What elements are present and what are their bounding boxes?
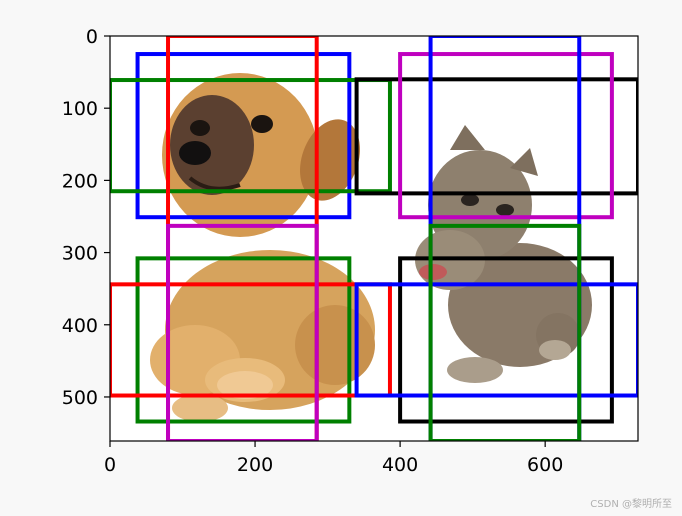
y-tick-label-1: 100 — [62, 98, 98, 120]
y-axis: 0 100 200 300 400 500 — [62, 26, 110, 409]
bounding-box-5 — [398, 52, 614, 220]
bounding-box-4 — [354, 77, 638, 196]
x-tick-label-0: 0 — [104, 454, 116, 476]
x-axis: 0 200 400 600 — [104, 441, 563, 476]
y-tick-label-2: 200 — [62, 170, 98, 192]
y-tick-label-5: 500 — [62, 387, 98, 409]
plot-frame — [109, 35, 639, 442]
cat-image — [415, 125, 592, 383]
bounding-box-1 — [135, 52, 352, 220]
bounding-box-7 — [135, 256, 352, 424]
bounding-box-10 — [398, 256, 614, 424]
dog-image — [150, 73, 375, 422]
bounding-box-11 — [354, 282, 638, 398]
y-tick-label-4: 400 — [62, 315, 98, 337]
watermark-text: CSDN @黎明所至 — [590, 499, 672, 510]
bounding-box-8 — [110, 282, 392, 398]
x-tick-label-1: 200 — [237, 454, 273, 476]
bounding-boxes — [110, 36, 638, 441]
photo-image — [110, 36, 638, 441]
y-tick-label-0: 0 — [86, 26, 98, 48]
x-tick-label-3: 600 — [527, 454, 563, 476]
x-tick-label-2: 400 — [382, 454, 418, 476]
y-tick-label-3: 300 — [62, 243, 98, 265]
bounding-box-2 — [110, 78, 392, 194]
